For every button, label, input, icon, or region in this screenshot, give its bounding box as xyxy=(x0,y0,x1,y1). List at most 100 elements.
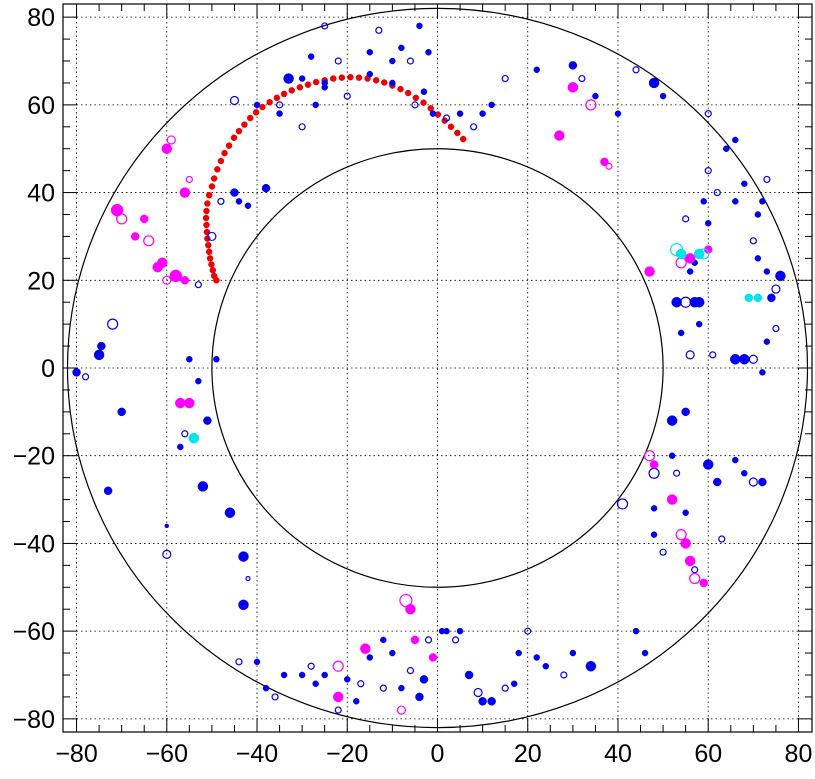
data-point xyxy=(515,649,522,657)
data-point xyxy=(459,135,467,143)
data-point xyxy=(592,92,599,100)
data-point xyxy=(389,649,396,657)
data-point xyxy=(730,353,741,365)
data-point xyxy=(425,48,432,56)
data-point xyxy=(406,667,415,675)
data-point xyxy=(169,269,183,283)
data-point xyxy=(161,143,173,154)
data-point xyxy=(357,680,365,688)
data-point xyxy=(510,680,518,688)
data-point xyxy=(283,73,294,84)
data-point xyxy=(648,77,660,89)
data-point xyxy=(307,53,315,60)
data-point xyxy=(217,157,225,165)
data-point xyxy=(744,293,754,303)
data-point xyxy=(213,355,220,363)
data-point xyxy=(759,198,766,205)
data-point xyxy=(241,121,248,128)
data-point xyxy=(718,535,726,543)
data-point xyxy=(225,142,233,149)
data-point xyxy=(700,198,707,205)
y-tick-label: −40 xyxy=(13,530,55,558)
data-point xyxy=(600,157,609,167)
data-point xyxy=(195,377,202,385)
y-tick-label: 20 xyxy=(27,267,55,295)
tick-labels: −80 −60 −40 −20 0 20 40 60 80 −80 −60 −40 −20 0 20 40 60… xyxy=(13,4,813,768)
data-point xyxy=(410,635,420,645)
data-point xyxy=(179,187,191,198)
data-point xyxy=(312,101,319,109)
y-tick-label: −80 xyxy=(13,706,55,734)
data-point xyxy=(684,253,696,264)
data-point xyxy=(659,92,667,100)
data-point xyxy=(214,166,221,173)
data-point xyxy=(343,92,351,100)
data-point xyxy=(686,268,694,275)
data-point xyxy=(682,509,689,516)
data-point xyxy=(578,74,586,83)
data-point xyxy=(185,175,193,184)
data-point xyxy=(428,653,438,662)
data-point xyxy=(695,320,703,328)
data-point xyxy=(379,684,387,692)
data-point xyxy=(271,693,279,701)
y-tick-label: 60 xyxy=(27,92,55,120)
data-point xyxy=(709,351,717,359)
data-point xyxy=(443,627,450,635)
data-point xyxy=(177,443,184,451)
data-point xyxy=(650,505,658,512)
data-point xyxy=(568,61,578,70)
data-point xyxy=(415,692,424,702)
data-point xyxy=(298,75,306,82)
data-point xyxy=(186,355,193,363)
data-point xyxy=(406,57,415,65)
data-point xyxy=(644,266,655,277)
data-point xyxy=(366,48,374,56)
data-point xyxy=(763,268,771,275)
data-point xyxy=(130,232,140,241)
data-point xyxy=(732,198,739,205)
data-point xyxy=(372,77,380,84)
data-point xyxy=(681,407,690,417)
data-point xyxy=(166,135,176,145)
data-point xyxy=(203,207,210,215)
data-point xyxy=(775,270,786,282)
x-tick-label: −20 xyxy=(326,740,368,768)
data-point xyxy=(380,636,387,644)
data-point xyxy=(616,498,629,510)
data-point xyxy=(759,369,766,376)
data-point xyxy=(253,658,261,666)
data-point xyxy=(360,643,371,654)
data-point xyxy=(389,57,396,65)
data-point xyxy=(771,284,781,294)
data-point xyxy=(117,407,126,417)
data-point xyxy=(748,477,758,487)
data-point xyxy=(116,213,128,225)
data-point xyxy=(307,662,315,670)
data-point xyxy=(139,214,149,224)
data-point xyxy=(758,477,767,487)
data-point xyxy=(344,676,351,683)
data-point xyxy=(175,397,186,409)
data-point xyxy=(650,531,658,538)
data-point xyxy=(732,456,739,464)
data-point xyxy=(689,572,701,585)
data-point xyxy=(202,214,210,222)
data-point xyxy=(396,705,407,715)
data-point xyxy=(684,555,696,567)
y-tick-label: −60 xyxy=(13,618,55,646)
data-point xyxy=(238,551,249,562)
data-point xyxy=(103,486,113,496)
data-point xyxy=(501,74,509,83)
data-point xyxy=(204,200,211,207)
data-point xyxy=(205,191,213,199)
data-point xyxy=(668,452,676,459)
data-point xyxy=(632,627,640,635)
y-tick-label: 80 xyxy=(27,4,55,32)
data-point xyxy=(312,680,319,688)
data-point xyxy=(338,74,346,81)
x-tick-label: −40 xyxy=(236,740,278,768)
data-point xyxy=(473,687,483,698)
data-point xyxy=(659,548,667,556)
